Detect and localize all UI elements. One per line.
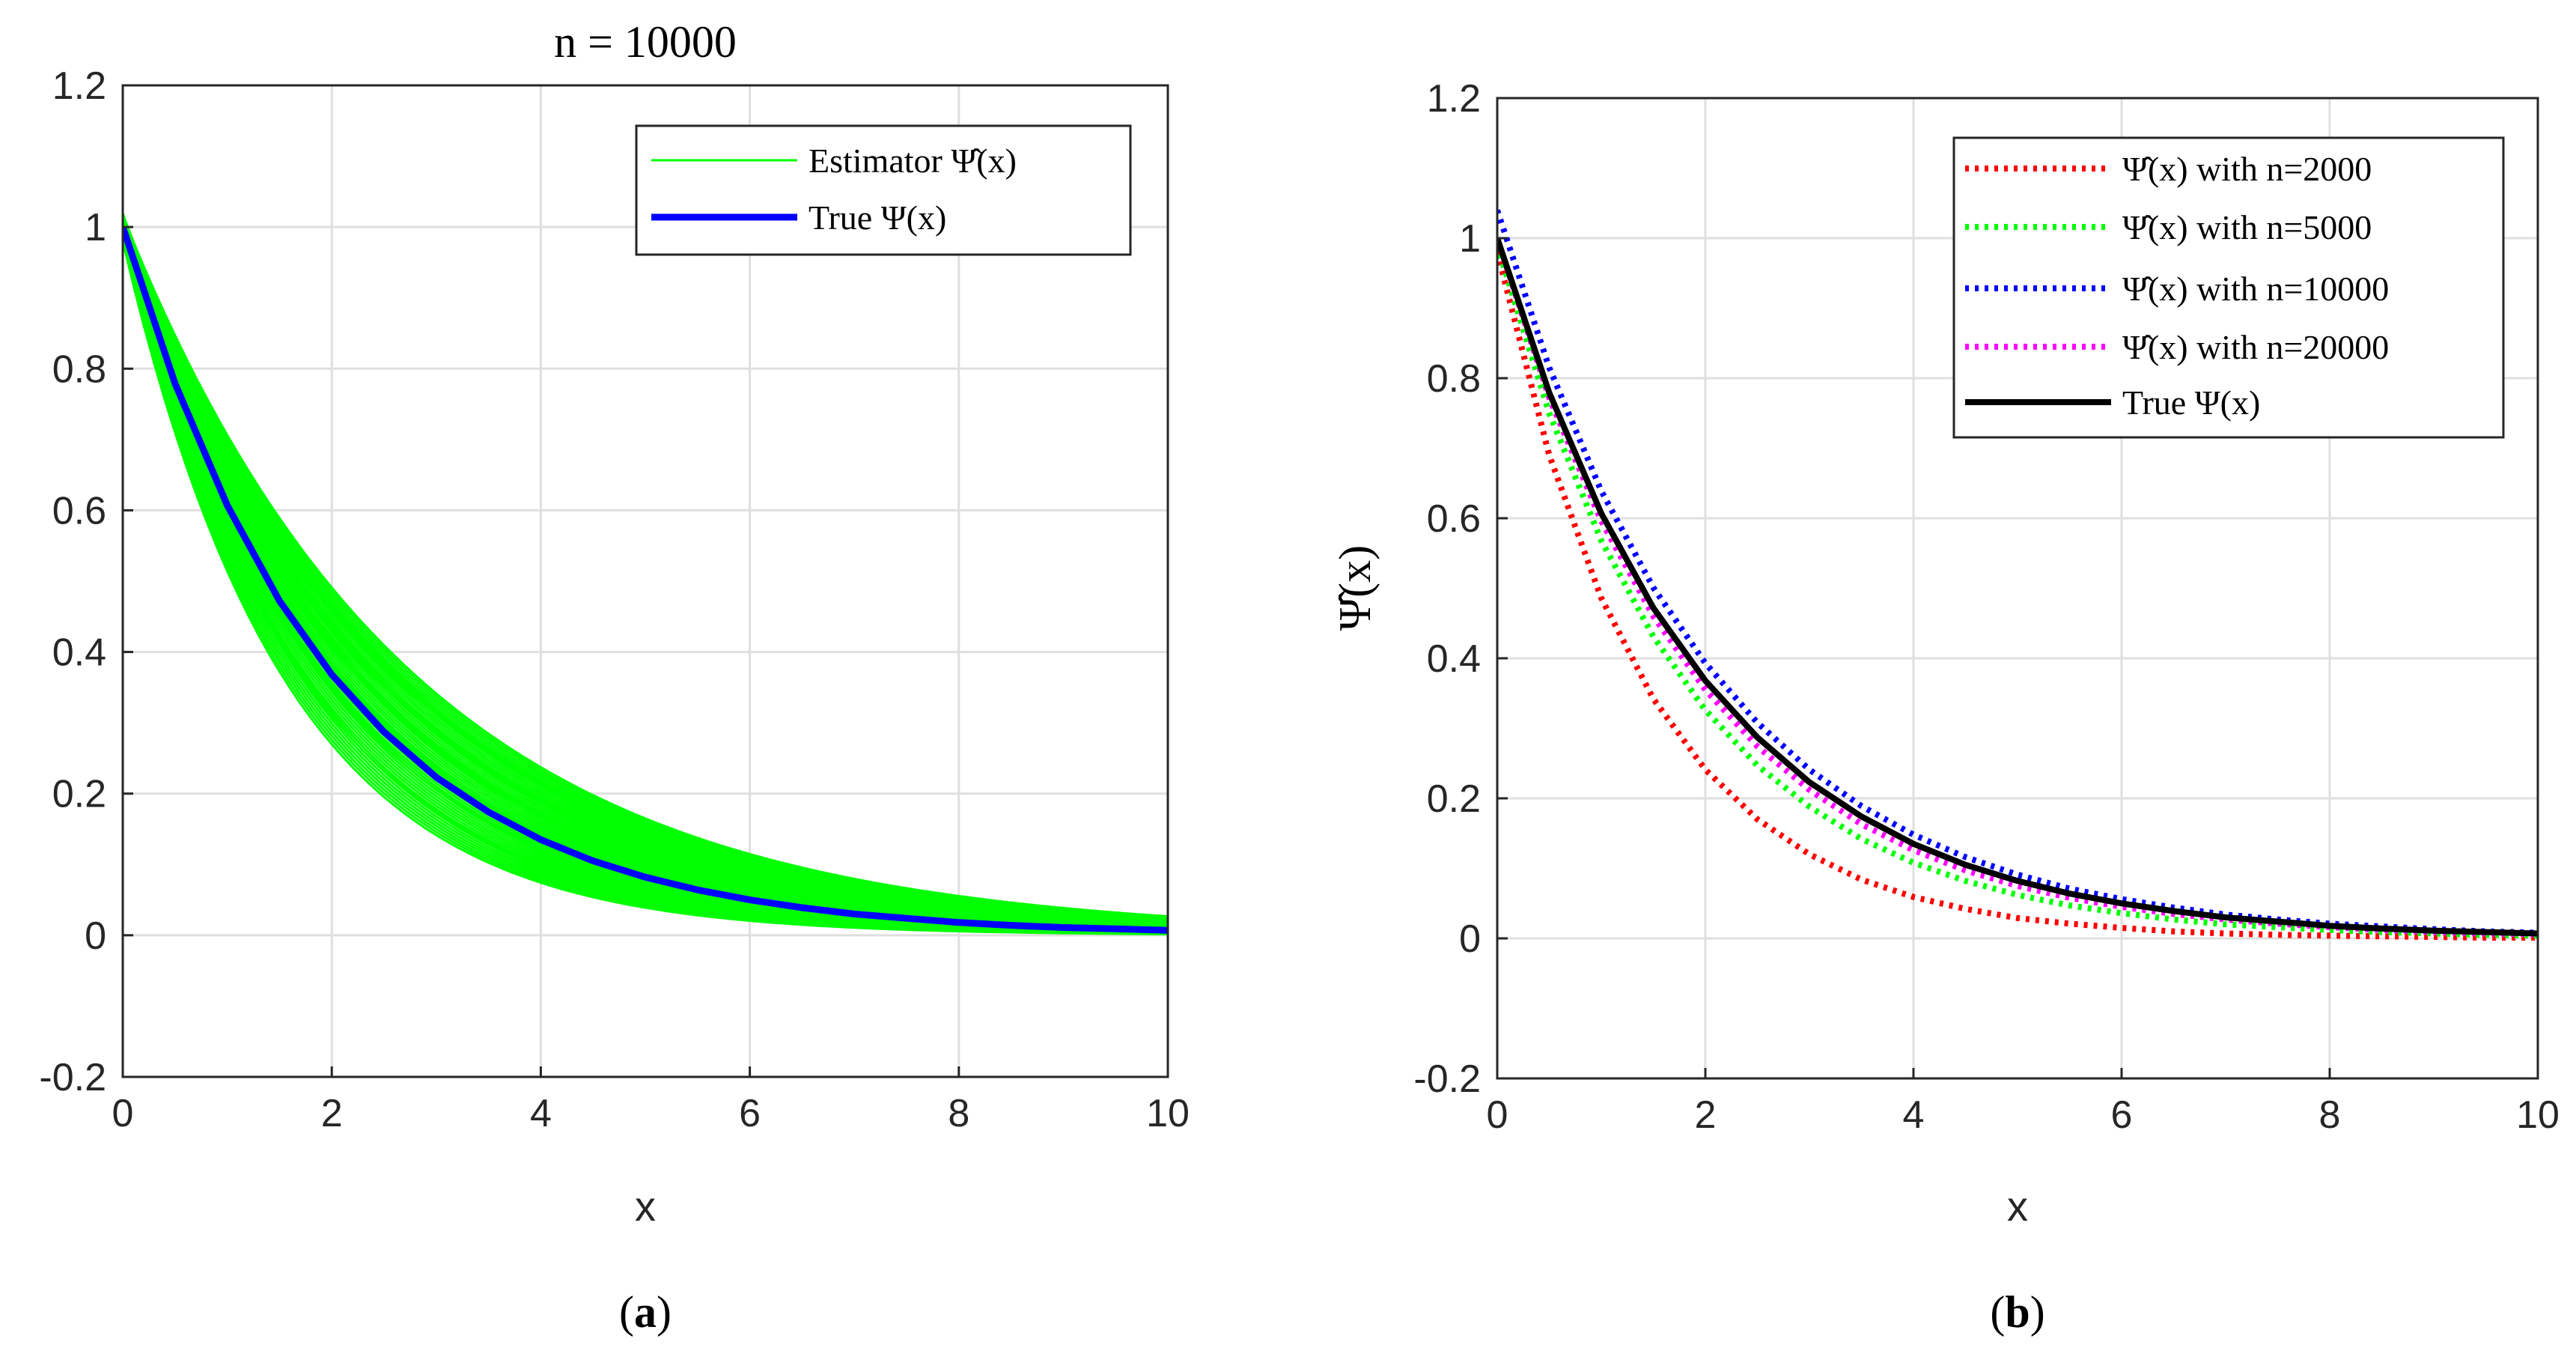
x-tick-label: 10 [2516, 1093, 2560, 1137]
legend-b: Ψ̂(x) with n=2000 Ψ̂(x) with n=5000 Ψ̂(x… [1952, 136, 2505, 439]
series-line--x-with-n-10000 [1497, 209, 2538, 936]
panel-caption-a: (a) [619, 1287, 672, 1337]
x-tick-label: 6 [2111, 1093, 2133, 1137]
legend-label-estimator: Estimator Ψ̂(x) [809, 142, 1017, 180]
x-tick-label: 8 [2319, 1093, 2341, 1137]
curves-a [123, 212, 1168, 935]
x-tick-label: 10 [1146, 1092, 1190, 1135]
x-tick-label: 0 [1487, 1093, 1508, 1137]
y-tick-label: 1.2 [52, 64, 106, 108]
y-tick-label: 0 [85, 914, 106, 958]
x-axis-label-a: x [635, 1183, 656, 1230]
x-tick-label: 0 [112, 1092, 134, 1135]
y-tick-label: 0.4 [1427, 637, 1481, 681]
y-tick-label: 1.2 [1427, 77, 1481, 121]
y-tick-label: 1 [85, 206, 106, 249]
legend-label-n10000: Ψ̂(x) with n=10000 [2122, 270, 2389, 308]
y-tick-label: 0.2 [1427, 777, 1481, 821]
x-tick-label: 8 [948, 1092, 969, 1135]
axes-box-a [121, 84, 1169, 1078]
legend-a: Estimator Ψ̂(x) True Ψ(x) [635, 124, 1132, 256]
y-tick-label: 0.6 [1427, 497, 1481, 541]
series-line--x-with-n-2000 [1497, 251, 2538, 941]
x-tick-label: 2 [1695, 1093, 1717, 1137]
curves-b [1497, 209, 2538, 941]
x-tick-label: 6 [739, 1092, 761, 1135]
series-line--x-with-n-20000 [1497, 237, 2538, 938]
series-line-true-x- [1497, 237, 2538, 937]
y-tick-label: 0.2 [52, 773, 106, 816]
legend-label-true-b: True Ψ(x) [2122, 383, 2260, 422]
y-tick-label: 0.8 [52, 347, 106, 391]
legend-label-n5000: Ψ̂(x) with n=5000 [2122, 208, 2372, 246]
x-axis-label-b: x [2007, 1183, 2028, 1230]
estimator-curve [123, 215, 1168, 917]
legend-label-n2000: Ψ̂(x) with n=2000 [2122, 150, 2372, 188]
x-tick-label: 4 [1903, 1093, 1925, 1137]
y-tick-label: 0.8 [1427, 357, 1481, 401]
y-tick-label: 0.4 [52, 631, 106, 675]
panel-b: 0 2 4 6 8 10-0.200.20.40.60.811.2 x Ψ̂(x) Ψ̂(… [1330, 77, 2560, 1337]
y-tick-label: -0.2 [39, 1056, 106, 1099]
axes-box-b [1496, 97, 2539, 1080]
y-tick-label: 0.6 [52, 489, 106, 532]
y-tick-label: 1 [1459, 217, 1481, 261]
tick-labels-b: 0 2 4 6 8 10-0.200.20.40.60.811.2 [1413, 77, 2560, 1137]
x-tick-label: 2 [321, 1092, 343, 1135]
panel-caption-b: (b) [1990, 1287, 2044, 1337]
legend-label-true-a: True Ψ(x) [809, 198, 946, 237]
tick-labels-a: 0 2 4 6 8 10-0.200.20.40.60.811.2 [39, 64, 1190, 1135]
chart-title-a: n = 10000 [554, 17, 737, 67]
legend-label-n20000: Ψ̂(x) with n=20000 [2122, 328, 2389, 366]
y-axis-label-b: Ψ̂(x) [1330, 545, 1380, 631]
series-line-true-x- [123, 225, 1168, 934]
panel-a: 0 2 4 6 8 10-0.200.20.40.60.811.2 n = 10000 x… [39, 17, 1190, 1337]
y-tick-label: -0.2 [1413, 1057, 1481, 1101]
y-tick-label: 0 [1459, 917, 1481, 961]
x-tick-label: 4 [530, 1092, 552, 1135]
